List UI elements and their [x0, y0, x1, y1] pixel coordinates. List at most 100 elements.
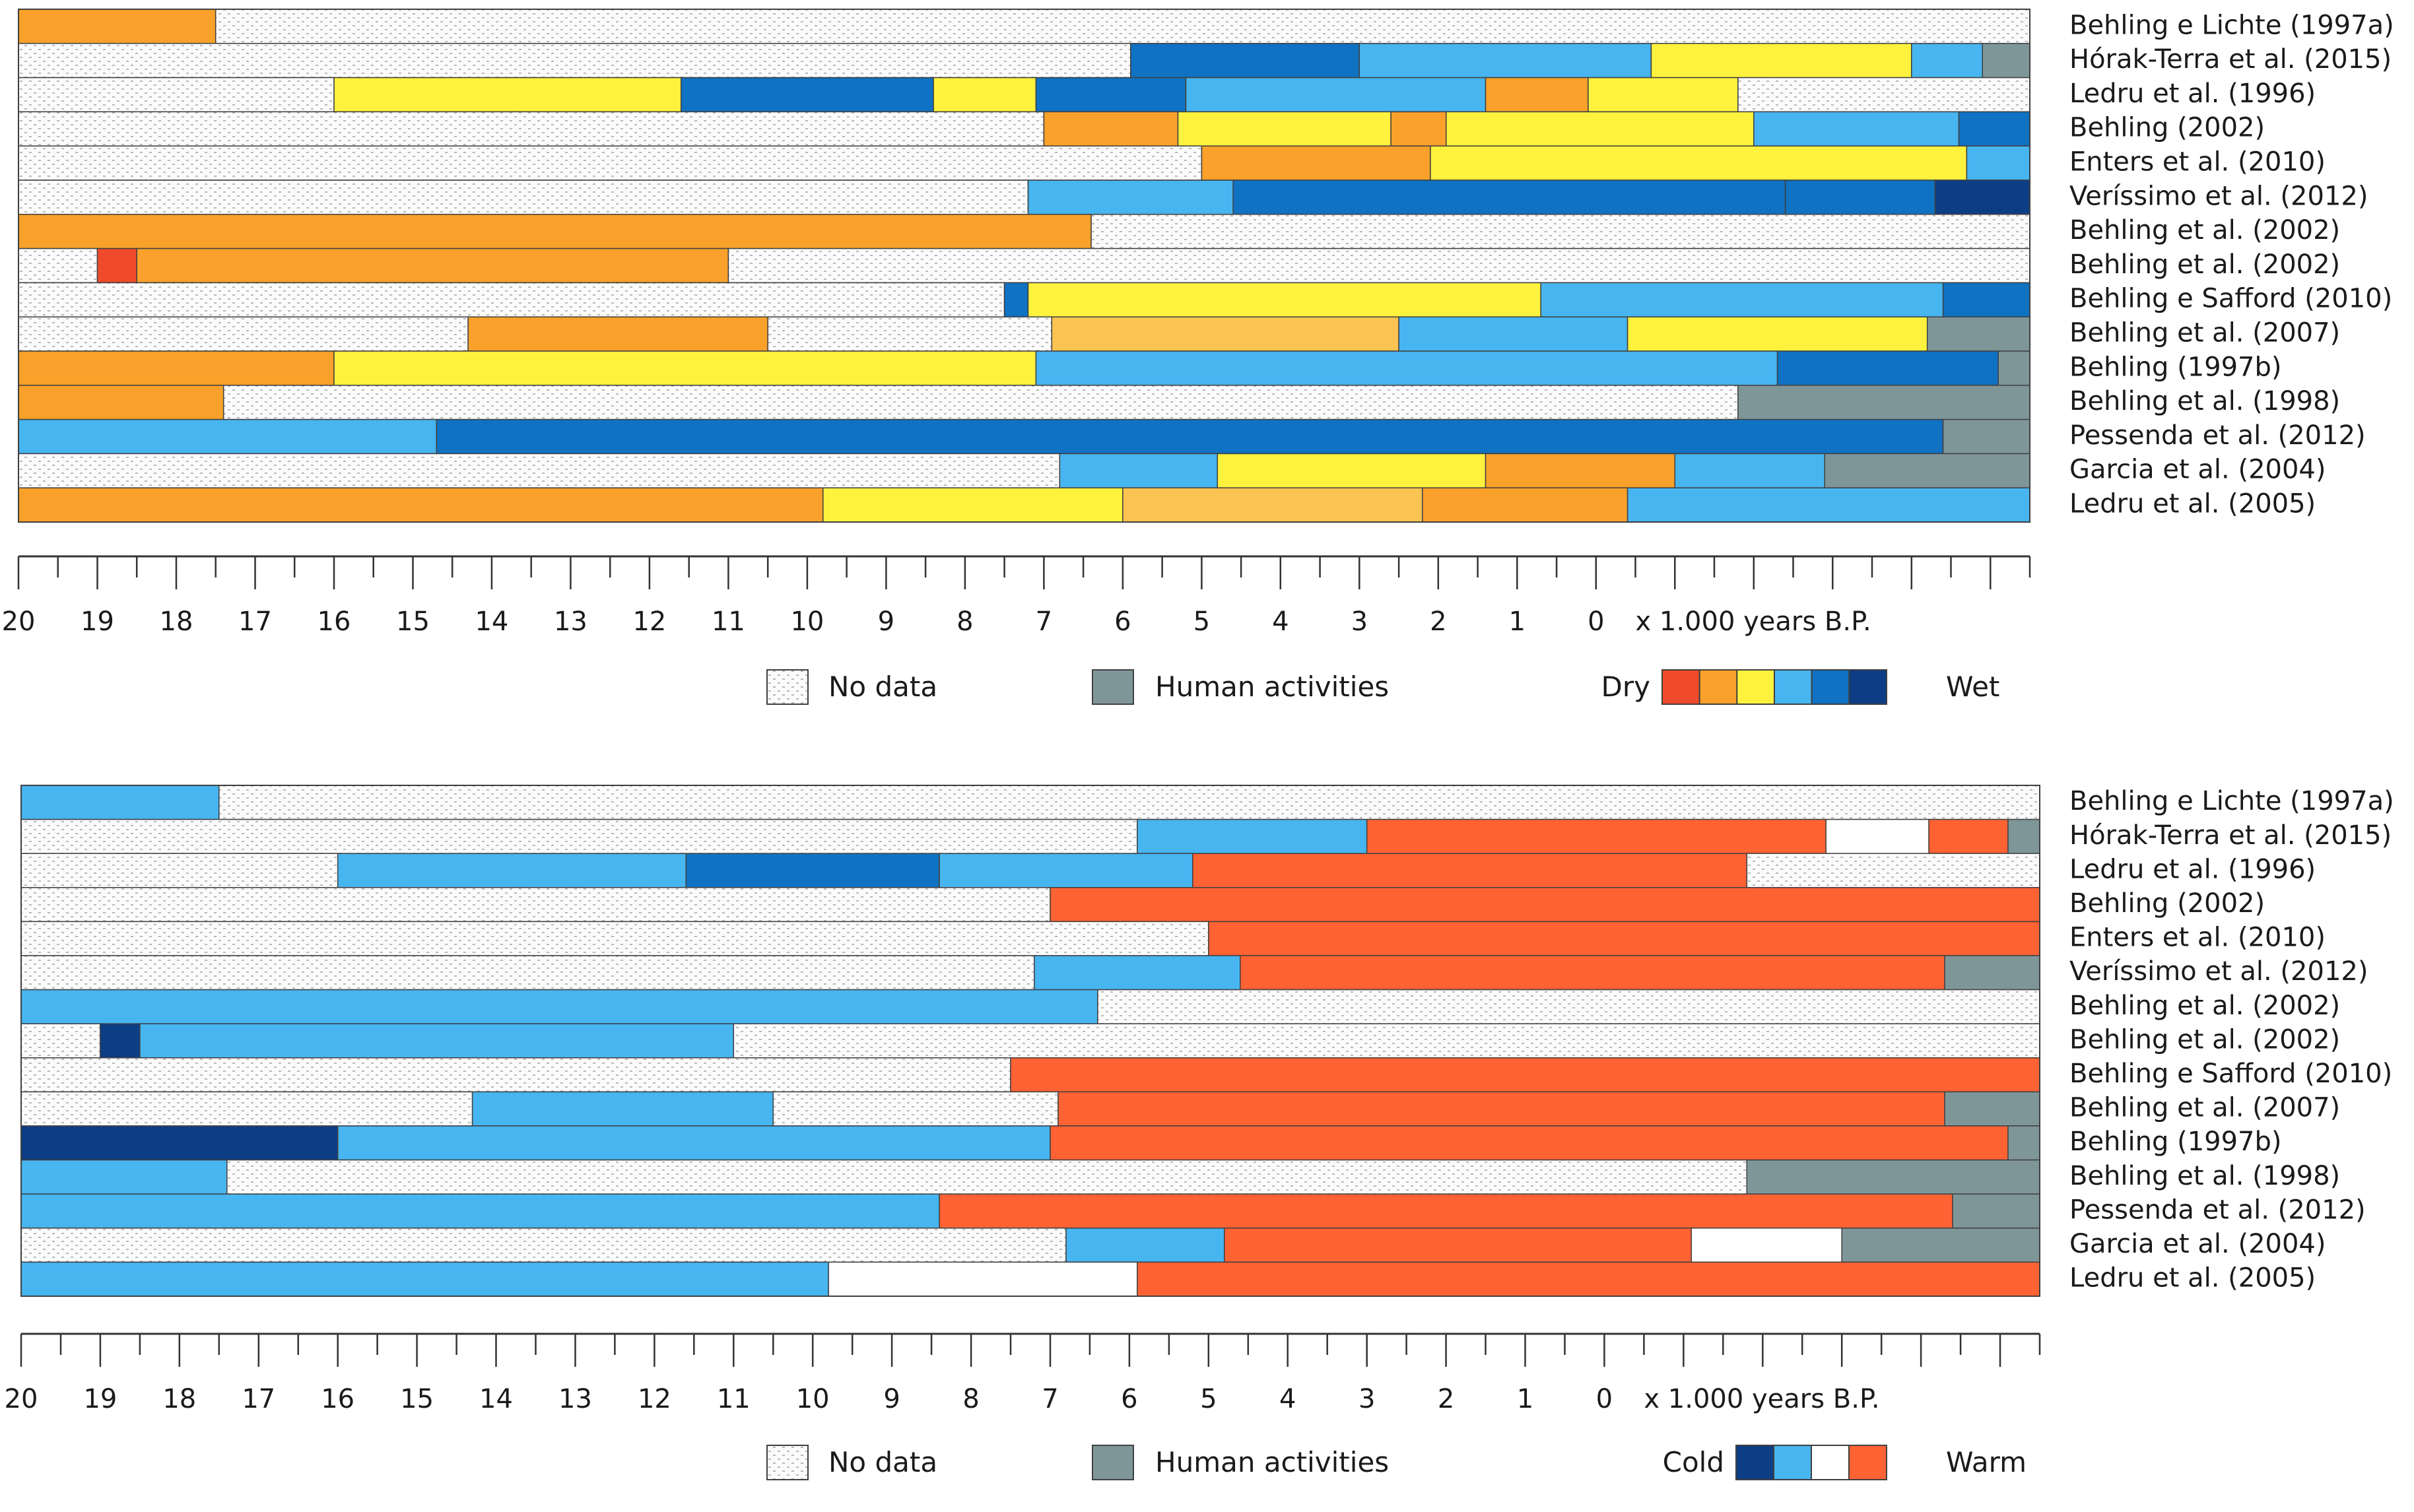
- climate-segment-orange: [1043, 111, 1179, 147]
- tick-label: 6: [1114, 607, 1131, 637]
- record-label: Behling (2002): [2069, 113, 2265, 143]
- record-label: Behling e Lichte (1997a): [2069, 10, 2394, 40]
- record-row: Behling et al. (2002): [18, 214, 2340, 249]
- climate-segment-red: [96, 247, 137, 284]
- record-label: Pessenda et al. (2012): [2069, 420, 2366, 451]
- no-data-segment: [772, 1091, 1059, 1127]
- tick-label: 10: [790, 607, 824, 637]
- tick-label: 11: [717, 1384, 751, 1414]
- climate-segment-warm: [1208, 921, 2040, 956]
- tick-label: 2: [1430, 607, 1446, 637]
- climate-segment-light-blue: [1358, 43, 1652, 79]
- record-label: Enters et al. (2010): [2069, 147, 2326, 178]
- plot-frame: [20, 785, 2040, 1297]
- climate-segment-orange: [136, 247, 729, 284]
- scale-swatch-orange: [1698, 669, 1738, 705]
- climate-segment-white: [1691, 1228, 1842, 1263]
- no-data-segment: [215, 9, 2030, 44]
- climate-segment-dark-blue: [20, 1125, 339, 1161]
- climate-segment-warm: [1050, 1125, 2009, 1161]
- no-data-swatch: [766, 669, 809, 705]
- human-activity-segment: [1944, 1091, 2040, 1127]
- human-activities-legend-label: Human activities: [1155, 671, 1389, 703]
- human-activity-segment: [2007, 818, 2040, 854]
- tick-label: 8: [962, 1384, 979, 1414]
- climate-segment-light-blue: [20, 1261, 829, 1297]
- tick-label: 13: [558, 1384, 592, 1414]
- tick-label: 9: [878, 607, 894, 637]
- climate-segment-orange: [1485, 77, 1589, 113]
- climate-segment-orange: [18, 487, 824, 523]
- climate-segment-orange: [467, 316, 768, 352]
- climate-segment-light-blue: [139, 1023, 735, 1059]
- record-row: Ledru et al. (1996): [20, 853, 2316, 888]
- record-row: Behling (1997b): [20, 1125, 2281, 1161]
- record-row: Enters et al. (2010): [20, 921, 2326, 956]
- tick-label: 8: [956, 607, 973, 637]
- human-activity-segment: [1997, 350, 2030, 386]
- record-label: Garcia et al. (2004): [2069, 1229, 2326, 1259]
- tick-label: 18: [162, 1384, 196, 1414]
- human-activity-segment: [1944, 955, 2040, 991]
- climate-segment-orange: [18, 385, 224, 420]
- record-label: Behling e Lichte (1997a): [2069, 786, 2394, 816]
- scale-swatch-light-blue: [1774, 669, 1813, 705]
- scale-swatch-blue: [1811, 669, 1850, 705]
- record-label: Behling (1997b): [2069, 352, 2281, 382]
- record-label: Enters et al. (2010): [2069, 923, 2326, 953]
- record-row: Behling (2002): [18, 111, 2265, 147]
- climate-segment-light-blue: [20, 1193, 940, 1229]
- human-activity-segment: [1824, 453, 2030, 488]
- climate-segment-light-blue: [1034, 955, 1241, 991]
- tick-label: 16: [321, 1384, 354, 1414]
- axis-unit-label: x 1.000 years B.P.: [1636, 607, 1871, 637]
- climate-segment-yellow: [1430, 145, 1968, 181]
- climate-segment-warm: [1057, 1091, 1945, 1127]
- record-row: Behling (1997b): [18, 350, 2281, 386]
- scale-swatch-dark-blue: [1735, 1445, 1774, 1480]
- climate-segment-blue: [1958, 111, 2030, 147]
- climate-segment-yellow: [822, 487, 1123, 523]
- tick-label: 4: [1279, 1384, 1296, 1414]
- scale-left-label: Cold: [1663, 1446, 1724, 1478]
- no-data-segment: [18, 77, 335, 113]
- tick-label: 7: [1036, 607, 1052, 637]
- scale-swatch-red: [1661, 669, 1700, 705]
- no-data-segment: [20, 1023, 101, 1059]
- record-label: Veríssimo et al. (2012): [2069, 181, 2368, 211]
- climate-segment-blue: [1776, 350, 1999, 386]
- no-data-segment: [733, 1023, 2040, 1059]
- record-label: Ledru et al. (2005): [2069, 1263, 2316, 1294]
- record-label: Ledru et al. (1996): [2069, 79, 2316, 109]
- climate-segment-yellow: [1446, 111, 1755, 147]
- record-row: Behling et al. (2007): [18, 316, 2340, 352]
- no-data-segment: [1737, 77, 2030, 113]
- no-data-segment: [226, 1159, 1748, 1195]
- plot-frame: [18, 9, 2030, 523]
- human-activity-segment: [1982, 43, 2030, 79]
- human-activities-swatch: [1092, 1445, 1134, 1480]
- climate-segment-light-blue: [20, 1159, 228, 1195]
- climate-segment-yellow: [1027, 282, 1541, 317]
- record-label: Behling (2002): [2069, 888, 2265, 919]
- no-data-segment: [222, 385, 1739, 420]
- climate-segment-blue: [1784, 180, 1936, 215]
- climate-segment-yellow: [1588, 77, 1739, 113]
- climate-segment-light-blue: [1398, 316, 1628, 352]
- legend: No data Human activities Dry Wet: [766, 669, 1999, 705]
- record-label: Behling et al. (2002): [2069, 1024, 2340, 1055]
- tick-label: 12: [632, 607, 666, 637]
- climate-segment-orange: [1485, 453, 1676, 488]
- tick-label: 14: [479, 1384, 513, 1414]
- scale-swatch-yellow: [1736, 669, 1776, 705]
- tick-label: 7: [1042, 1384, 1058, 1414]
- climate-segment-yellow: [1217, 453, 1487, 488]
- tick-label: 1: [1509, 607, 1526, 637]
- temperature-panel: Behling e Lichte (1997a) Hórak-Terra et a…: [5, 785, 2394, 1480]
- tick-label: 16: [318, 607, 351, 637]
- no-data-segment: [20, 1091, 473, 1127]
- climate-segment-blue: [1130, 43, 1360, 79]
- tick-label: 2: [1438, 1384, 1454, 1414]
- no-data-segment: [20, 818, 1138, 854]
- climate-segment-light-blue: [1027, 180, 1234, 215]
